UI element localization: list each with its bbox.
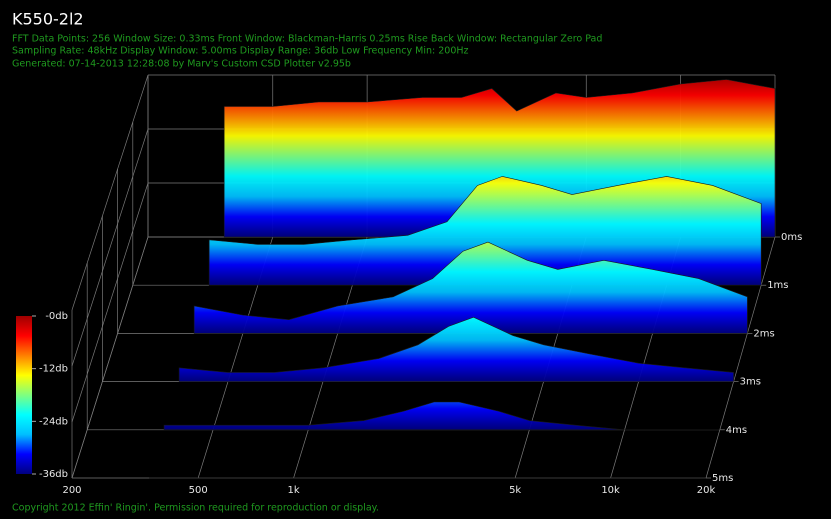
z-tick-label: 1ms [767,280,788,291]
colorbar [16,316,32,474]
waterfall-slice [178,316,734,382]
chart-title: K550-2l2 [12,10,84,29]
x-tick-label: 10k [601,485,620,496]
waterfall-slice [193,241,748,334]
x-tick-label: 5k [509,485,521,496]
grid-line [71,182,149,423]
waterfall-slice [208,176,762,286]
x-tick-label: 200 [62,485,81,496]
colorbar-label: -12db [39,364,68,375]
grid-line [71,128,149,367]
x-tick-label: 20k [697,485,716,496]
info-line: Sampling Rate: 48kHz Display Window: 5.0… [12,46,469,57]
info-line: FFT Data Points: 256 Window Size: 0.33ms… [12,34,602,45]
z-tick-label: 5ms [712,473,733,484]
grid-line [71,236,149,479]
colorbar-label: -0db [45,311,68,322]
grid-line [705,236,776,479]
z-tick-label: 3ms [740,377,761,388]
z-tick-label: 2ms [753,328,774,339]
copyright: Copyright 2012 Effin' Ringin'. Permissio… [12,503,379,514]
colorbar-label: -24db [39,416,68,427]
z-tick-label: 0ms [781,232,802,243]
waterfall-slice [163,401,720,431]
colorbar-label: -36db [39,469,68,480]
x-tick-label: 500 [189,485,208,496]
info-line: Generated: 07-14-2013 12:28:08 by Marv's… [12,59,351,70]
x-tick-label: 1k [287,485,299,496]
grid-line [71,74,149,311]
z-tick-label: 4ms [726,425,747,436]
